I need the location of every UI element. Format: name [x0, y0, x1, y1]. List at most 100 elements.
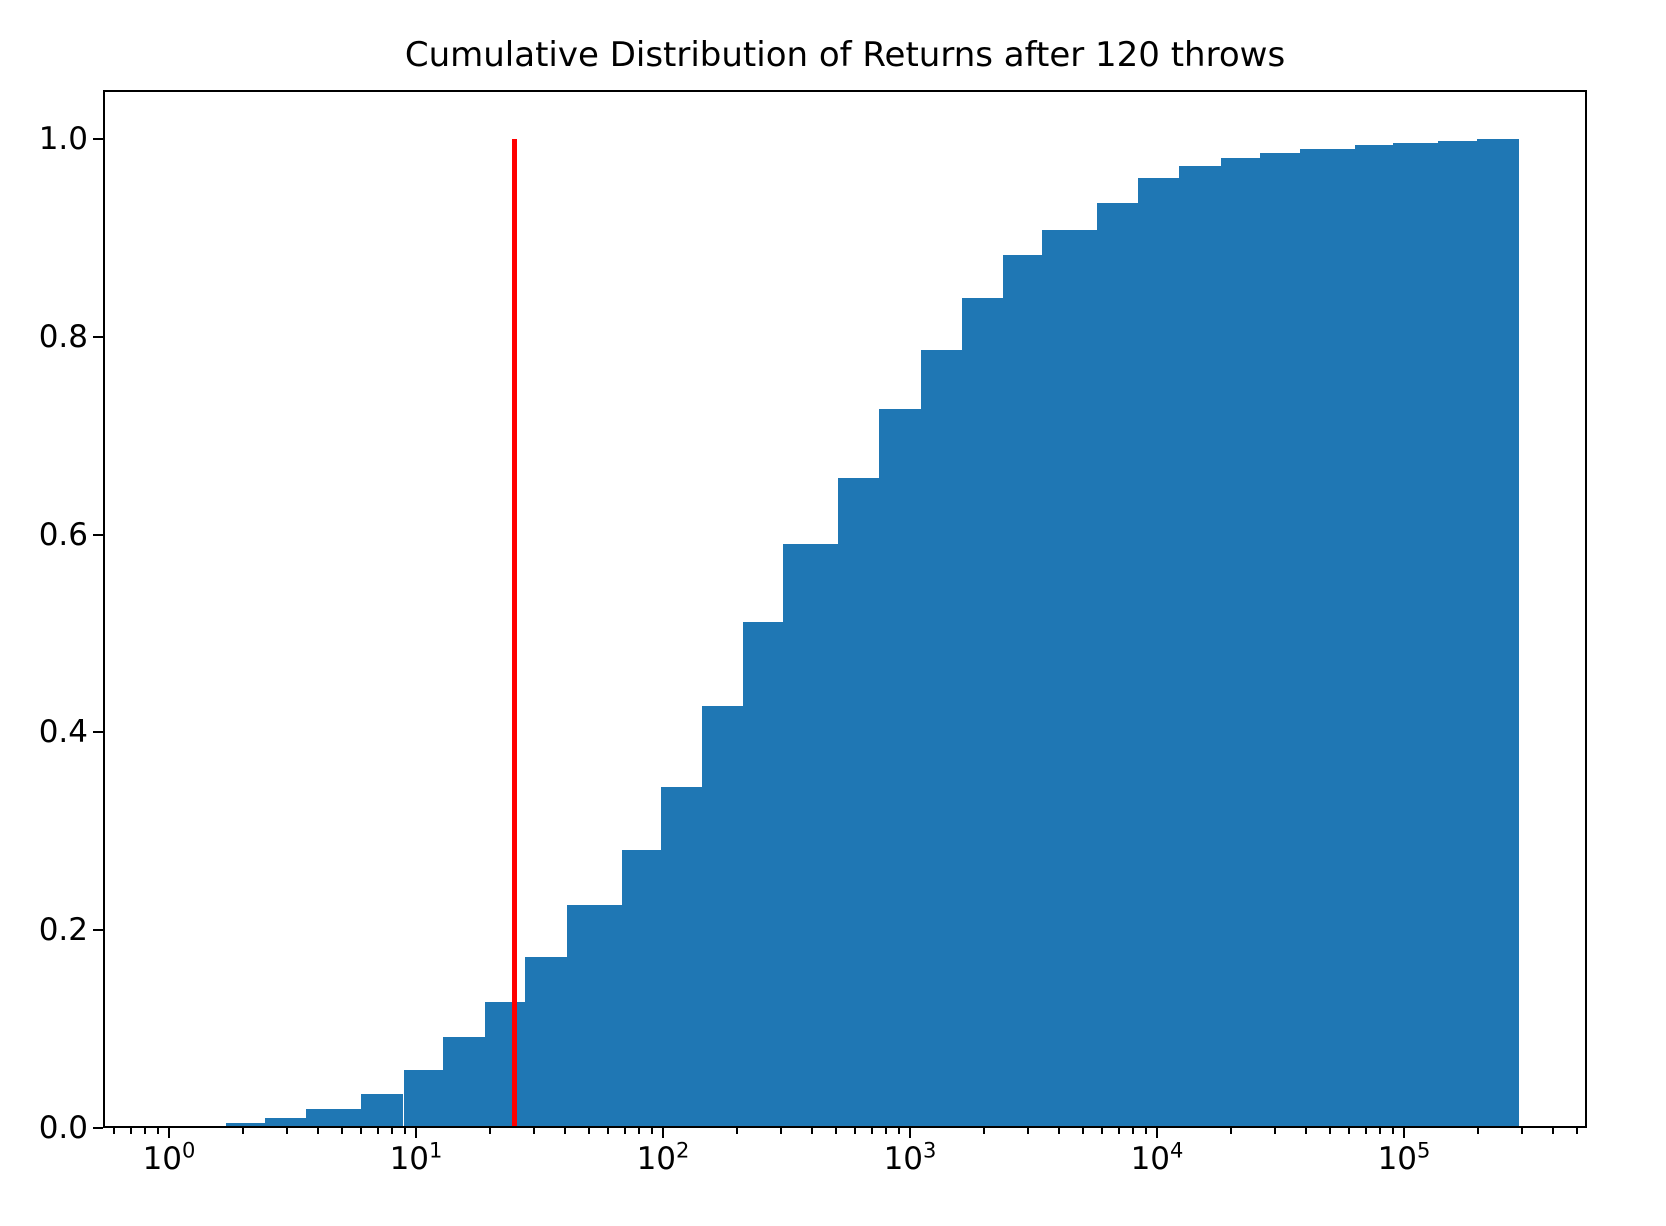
- y-tick-label: 0.0: [38, 1110, 88, 1146]
- x-minor-tick: [340, 1128, 343, 1134]
- x-tick-label: 101: [389, 1138, 443, 1177]
- x-minor-tick: [1391, 1128, 1394, 1134]
- x-tick-label: 105: [1377, 1138, 1431, 1177]
- chart-title: Cumulative Distribution of Returns after…: [404, 35, 1286, 75]
- histogram-bar: [1299, 148, 1355, 1128]
- x-minor-tick: [1144, 1128, 1147, 1134]
- histogram-bar: [567, 904, 622, 1128]
- histogram-bar: [1041, 230, 1098, 1128]
- x-minor-tick: [607, 1128, 610, 1134]
- x-minor-tick: [1117, 1128, 1120, 1134]
- x-minor-tick: [779, 1128, 782, 1134]
- x-minor-tick: [897, 1128, 900, 1134]
- histogram-bar: [1354, 144, 1393, 1128]
- x-minor-tick: [1230, 1128, 1233, 1134]
- x-tick-label: 103: [883, 1138, 937, 1177]
- x-major-tick: [662, 1128, 664, 1138]
- histogram-bar: [743, 621, 783, 1128]
- x-minor-tick: [563, 1128, 566, 1134]
- histogram-bar: [1137, 177, 1180, 1128]
- x-minor-tick: [1551, 1128, 1554, 1134]
- histogram-bar: [1179, 165, 1222, 1128]
- histogram-bar: [1259, 152, 1300, 1128]
- x-minor-tick: [623, 1128, 626, 1134]
- x-minor-tick: [1081, 1128, 1084, 1134]
- histogram-bar: [621, 850, 661, 1128]
- x-minor-tick: [1520, 1128, 1523, 1134]
- x-minor-tick: [144, 1128, 147, 1134]
- histogram-bar: [879, 409, 922, 1128]
- x-major-tick: [1156, 1128, 1158, 1138]
- x-minor-tick: [650, 1128, 653, 1134]
- histogram-bar: [1476, 139, 1519, 1128]
- histogram-bar: [225, 1123, 266, 1128]
- y-tick-label: 0.6: [38, 516, 88, 553]
- histogram-bar: [403, 1069, 444, 1128]
- histogram-bar: [524, 956, 568, 1128]
- plot-area: [103, 90, 1587, 1128]
- y-tick-label: 0.8: [38, 318, 88, 355]
- histogram-bar: [265, 1118, 307, 1128]
- histogram-bar: [1003, 254, 1042, 1128]
- histogram-bar: [660, 786, 703, 1128]
- x-minor-tick: [285, 1128, 288, 1134]
- x-major-tick: [1403, 1128, 1405, 1138]
- x-minor-tick: [1379, 1128, 1382, 1134]
- x-minor-tick: [316, 1128, 319, 1134]
- histogram-bar: [443, 1037, 485, 1128]
- x-major-tick: [909, 1128, 911, 1138]
- x-minor-tick: [983, 1128, 986, 1134]
- x-minor-tick: [403, 1128, 406, 1134]
- x-minor-tick: [242, 1128, 245, 1134]
- threshold-vline: [511, 139, 517, 1128]
- x-minor-tick: [532, 1128, 535, 1134]
- y-major-tick: [93, 335, 103, 338]
- histogram-bar: [1097, 203, 1138, 1128]
- x-minor-tick: [156, 1128, 159, 1134]
- histogram-bar: [1437, 141, 1477, 1128]
- x-minor-tick: [854, 1128, 857, 1134]
- y-major-tick: [93, 138, 103, 140]
- histogram-bar: [783, 543, 838, 1128]
- x-minor-tick: [1101, 1128, 1104, 1134]
- histogram-bar: [961, 298, 1004, 1128]
- x-minor-tick: [736, 1128, 739, 1134]
- histogram-bar: [1393, 143, 1438, 1128]
- x-minor-tick: [1132, 1128, 1135, 1134]
- x-tick-label: 100: [142, 1138, 196, 1177]
- x-minor-tick: [113, 1128, 116, 1134]
- y-tick-label: 1.0: [38, 121, 88, 157]
- x-minor-tick: [1273, 1128, 1276, 1134]
- x-minor-tick: [360, 1128, 363, 1134]
- x-minor-tick: [1575, 1128, 1578, 1134]
- x-major-tick: [168, 1128, 170, 1138]
- x-minor-tick: [1057, 1128, 1060, 1134]
- x-minor-tick: [834, 1128, 837, 1134]
- x-minor-tick: [376, 1128, 379, 1134]
- y-major-tick: [93, 533, 103, 536]
- y-major-tick: [93, 731, 103, 734]
- x-minor-tick: [129, 1128, 132, 1134]
- x-minor-tick: [1026, 1128, 1029, 1134]
- y-tick-label: 0.4: [38, 714, 88, 751]
- x-minor-tick: [489, 1128, 492, 1134]
- histogram-bar: [838, 478, 879, 1128]
- x-minor-tick: [1348, 1128, 1351, 1134]
- histogram-bar: [702, 705, 744, 1128]
- x-minor-tick: [870, 1128, 873, 1134]
- histogram-bar: [306, 1109, 362, 1128]
- x-minor-tick: [885, 1128, 888, 1134]
- histogram-bar: [484, 1002, 525, 1128]
- histogram-bar: [921, 349, 962, 1128]
- x-minor-tick: [1328, 1128, 1331, 1134]
- y-tick-label: 0.2: [38, 912, 88, 949]
- x-minor-tick: [587, 1128, 590, 1134]
- x-minor-tick: [391, 1128, 394, 1134]
- x-minor-tick: [1477, 1128, 1480, 1134]
- histogram-bar: [1221, 157, 1260, 1128]
- x-tick-label: 104: [1130, 1138, 1184, 1177]
- x-minor-tick: [1364, 1128, 1367, 1134]
- x-tick-label: 102: [636, 1138, 690, 1177]
- x-major-tick: [415, 1128, 417, 1138]
